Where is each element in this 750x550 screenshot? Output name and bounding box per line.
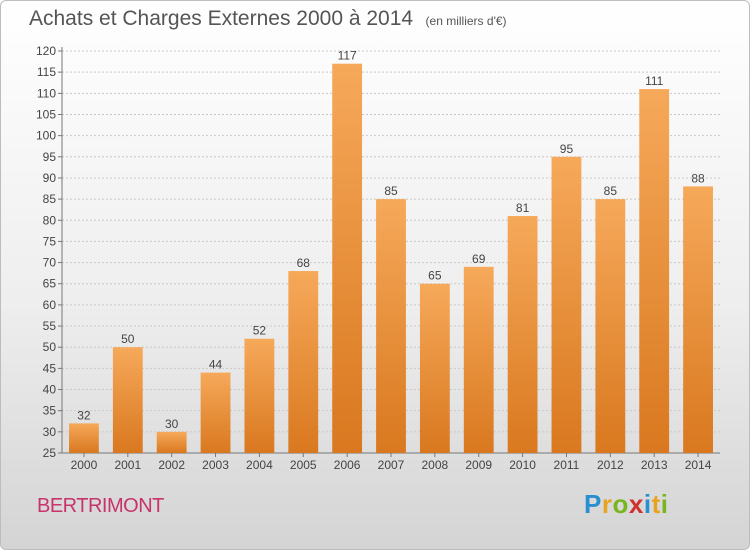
y-tick-label: 35 (43, 404, 57, 418)
commune-name: BERTRIMONT (37, 495, 164, 517)
y-tick-label: 80 (43, 213, 57, 227)
y-tick-label: 30 (43, 425, 57, 439)
bar (376, 199, 406, 453)
logo-letter: i (660, 489, 669, 519)
logo-letter: o (612, 489, 629, 519)
x-tick-label: 2014 (685, 458, 712, 472)
x-tick-label: 2013 (641, 458, 668, 472)
bar-value-label: 50 (121, 332, 135, 346)
bar-value-label: 88 (691, 171, 705, 185)
y-tick-label: 100 (36, 129, 56, 143)
bar-value-label: 52 (253, 324, 267, 338)
bar (507, 216, 538, 453)
bar (332, 63, 363, 454)
x-tick-label: 2000 (71, 458, 98, 472)
y-tick-label: 65 (43, 277, 57, 291)
x-tick-label: 2004 (246, 458, 273, 472)
bar-value-label: 111 (645, 74, 664, 88)
y-tick-label: 75 (43, 234, 57, 248)
bar-value-label: 69 (472, 252, 486, 266)
logo-letter: P (584, 489, 602, 519)
x-tick-label: 2009 (465, 458, 492, 472)
bar (683, 186, 713, 453)
chart-title: Achats et Charges Externes 2000 à 2014 (29, 7, 414, 30)
bar (156, 431, 187, 453)
bar-value-label: 85 (384, 184, 398, 198)
y-tick-label: 55 (43, 319, 57, 333)
x-tick-label: 2002 (158, 458, 185, 472)
y-tick-label: 60 (43, 298, 57, 312)
x-tick-label: 2007 (378, 458, 405, 472)
y-tick-label: 85 (43, 192, 57, 206)
bar (639, 89, 670, 453)
bar-value-label: 65 (428, 269, 442, 283)
bar (419, 283, 450, 453)
y-tick-label: 25 (43, 446, 57, 460)
y-tick-label: 95 (43, 150, 57, 164)
bar-value-label: 95 (560, 142, 574, 156)
x-tick-label: 2003 (202, 458, 229, 472)
bar (463, 266, 494, 453)
y-tick-label: 50 (43, 340, 57, 354)
bar-value-label: 30 (165, 417, 179, 431)
logo-letter: r (601, 489, 613, 519)
x-tick-label: 2008 (422, 458, 449, 472)
y-tick-label: 105 (36, 107, 56, 121)
y-tick-label: 120 (36, 44, 56, 58)
y-tick-label: 45 (43, 361, 57, 375)
bar (112, 347, 143, 453)
bar (551, 156, 582, 453)
bar-value-label: 68 (297, 256, 311, 270)
bar-value-label: 32 (77, 408, 91, 422)
logo-letter: x (628, 489, 644, 519)
x-tick-label: 2010 (509, 458, 536, 472)
x-tick-label: 2012 (597, 458, 624, 472)
bar-value-label: 85 (604, 184, 618, 198)
x-tick-label: 2001 (114, 458, 141, 472)
logo-letter: i (643, 489, 652, 519)
proxiti-logo: Proxiti (584, 489, 668, 520)
title-block: Achats et Charges Externes 2000 à 2014 (… (29, 7, 507, 31)
bar (288, 271, 319, 453)
logo-letter: t (651, 489, 661, 519)
x-tick-label: 2011 (554, 458, 580, 472)
y-tick-label: 40 (43, 383, 57, 397)
bar (200, 372, 231, 453)
bar (69, 423, 99, 453)
x-tick-label: 2005 (290, 458, 317, 472)
bar-value-label: 117 (338, 49, 357, 63)
y-tick-label: 115 (37, 65, 56, 79)
bar (244, 338, 275, 453)
chart-subtitle: (en milliers d'€) (425, 14, 507, 28)
bar (595, 199, 626, 453)
y-tick-label: 90 (43, 171, 57, 185)
x-tick-label: 2006 (334, 458, 361, 472)
y-tick-label: 110 (37, 86, 56, 100)
bar-value-label: 44 (209, 358, 223, 372)
y-tick-label: 70 (43, 256, 57, 270)
bar-value-label: 81 (516, 201, 530, 215)
